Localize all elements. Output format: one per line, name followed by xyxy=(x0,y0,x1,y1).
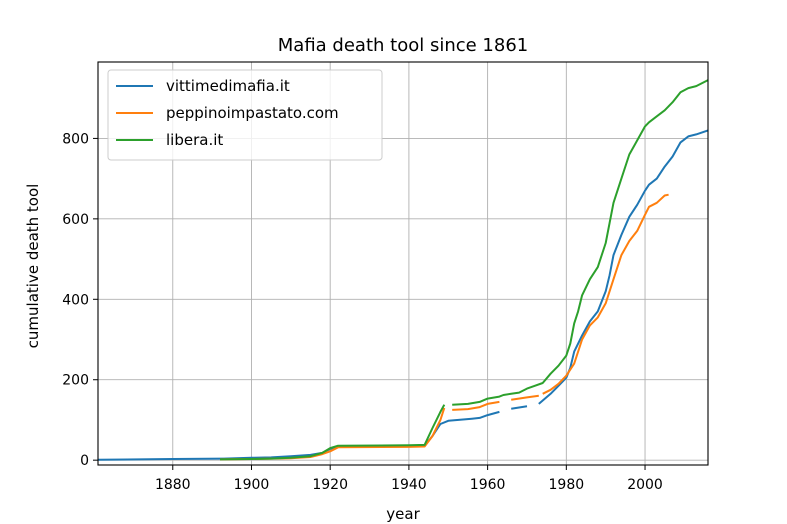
series-line xyxy=(511,405,528,410)
series-vittimedimafia-it xyxy=(97,129,709,461)
x-tick-label: 1940 xyxy=(391,477,427,493)
series-libera-it xyxy=(219,79,709,461)
legend-box xyxy=(107,69,383,161)
legend-label: libera.it xyxy=(166,131,223,149)
legend-label: vittimedimafia.it xyxy=(166,77,290,95)
x-tick-label: 2000 xyxy=(627,477,663,493)
series-line xyxy=(97,410,500,461)
x-tick-label: 1980 xyxy=(549,477,585,493)
x-tick-label: 1880 xyxy=(155,477,191,493)
series-line xyxy=(219,407,446,461)
series-line xyxy=(452,79,709,406)
legend-label: peppinoimpastato.com xyxy=(166,104,339,122)
x-tick-label: 1960 xyxy=(470,477,506,493)
y-tick-label: 200 xyxy=(62,373,89,389)
series-line xyxy=(219,404,446,461)
x-tick-label: 1920 xyxy=(312,477,348,493)
y-tick-label: 800 xyxy=(62,131,89,147)
y-tick-label: 400 xyxy=(62,292,89,308)
x-tick-label: 1900 xyxy=(234,477,270,493)
chart-title: Mafia death tool since 1861 xyxy=(278,35,528,56)
y-tick-label: 600 xyxy=(62,212,89,228)
series-line xyxy=(542,193,669,395)
series-line xyxy=(511,394,539,401)
legend: vittimedimafia.it peppinoimpastato.com lib… xyxy=(107,69,383,161)
series-lines xyxy=(97,79,709,461)
y-tick-label: 0 xyxy=(80,453,89,469)
x-axis-label: year xyxy=(386,505,420,523)
axis-ticks: 1880 1900 1920 1940 1960 1980 2000 0 200 400 600 80… xyxy=(62,131,663,493)
plot-frame xyxy=(97,61,709,466)
series-peppinoimpastato-com xyxy=(219,193,669,461)
y-axis-label: cumulative death tool xyxy=(24,184,42,349)
series-line xyxy=(452,400,500,411)
